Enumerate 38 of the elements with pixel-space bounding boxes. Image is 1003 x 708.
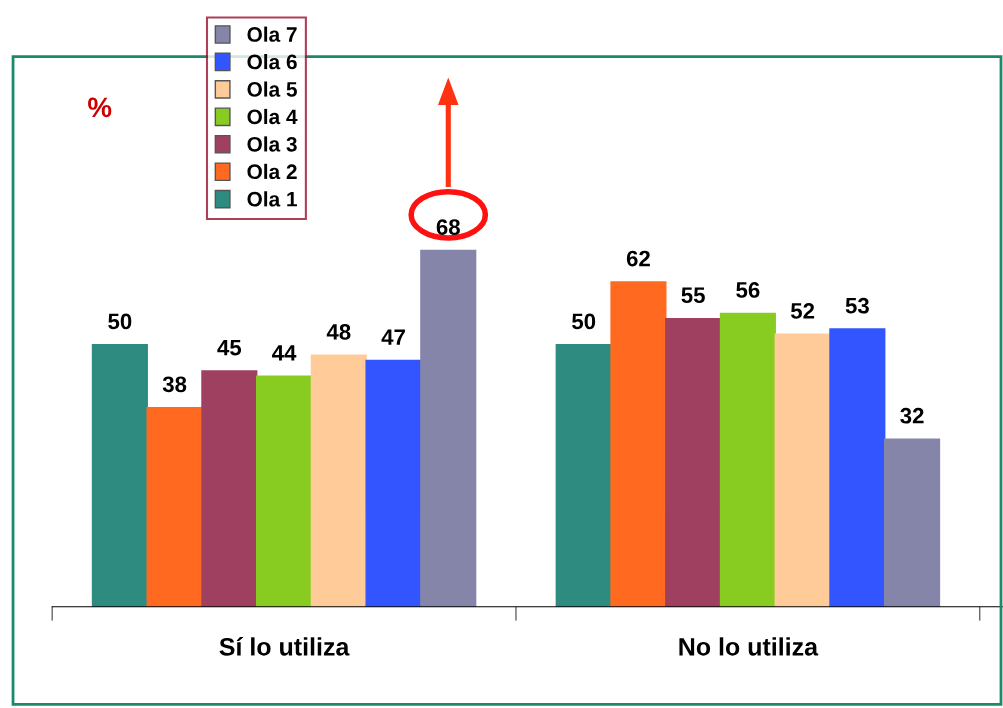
data-label: 52 [790, 303, 815, 319]
bar [884, 438, 941, 607]
bar [555, 344, 612, 607]
legend-label: Ola 6 [247, 54, 297, 70]
legend-label: Ola 3 [247, 136, 297, 152]
bar [365, 359, 422, 607]
data-label: 55 [681, 287, 705, 304]
bar [719, 312, 776, 607]
bar [146, 406, 203, 607]
bar [310, 354, 367, 607]
bar [829, 328, 886, 607]
data-label: 53 [845, 297, 869, 314]
bar [91, 344, 148, 607]
bar [420, 249, 477, 607]
legend-label: Ola 2 [247, 163, 297, 180]
data-label: 44 [272, 345, 297, 361]
bar [256, 375, 313, 607]
legend-label: Ola 1 [247, 191, 297, 207]
data-label: 50 [572, 313, 596, 330]
bar [610, 281, 667, 607]
x-tick-label: Sí lo utiliza [219, 637, 350, 656]
x-tick-label: No lo utiliza [679, 637, 819, 656]
data-label: 47 [381, 329, 405, 345]
data-label: 48 [326, 324, 351, 340]
data-label: 68 [436, 219, 460, 235]
data-label: 38 [162, 376, 187, 393]
bar [665, 317, 722, 607]
legend-label: Ola 4 [247, 108, 298, 125]
data-label: 45 [217, 339, 242, 356]
bar [201, 370, 258, 607]
y-axis-title: % [88, 97, 112, 118]
legend-label: Ola 5 [247, 81, 297, 97]
data-label: 62 [626, 250, 650, 267]
data-label: 50 [108, 313, 132, 330]
bar [774, 333, 831, 607]
legend-label: Ola 7 [247, 26, 297, 42]
data-label: 32 [900, 407, 924, 424]
data-label: 56 [736, 282, 760, 298]
